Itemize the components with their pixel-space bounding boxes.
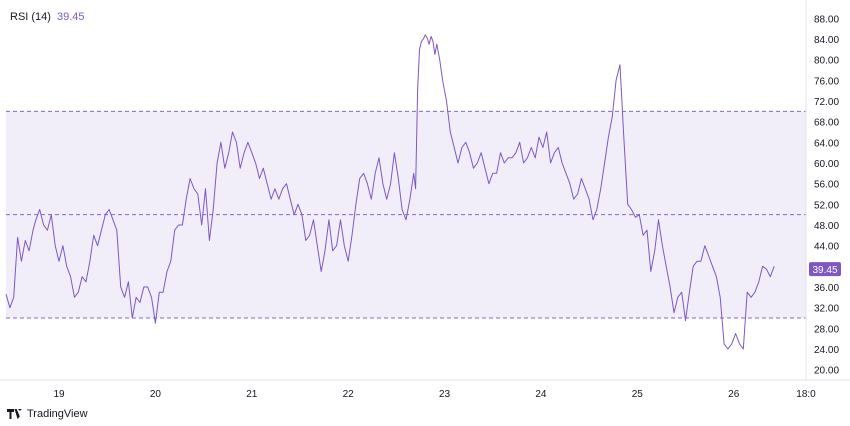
x-tick-label: 25 — [632, 389, 644, 400]
tradingview-logo-icon — [7, 409, 22, 419]
last-value-label: 39.45 — [812, 265, 837, 276]
y-tick-label: 68.00 — [814, 118, 839, 129]
y-tick-label: 88.00 — [814, 14, 839, 25]
y-tick-label: 56.00 — [814, 180, 839, 191]
indicator-name: RSI (14) — [10, 11, 51, 23]
y-tick-label: 60.00 — [814, 159, 839, 170]
x-tick-label: 24 — [535, 389, 547, 400]
x-tick-label: 26 — [728, 389, 740, 400]
indicator-legend[interactable]: RSI (14) 39.45 — [10, 11, 85, 23]
y-tick-label: 24.00 — [814, 345, 839, 356]
brand-name: TradingView — [27, 408, 88, 420]
y-tick-label: 20.00 — [814, 366, 839, 377]
indicator-value: 39.45 — [56, 11, 85, 23]
y-tick-label: 36.00 — [814, 283, 839, 294]
y-tick-label: 84.00 — [814, 35, 839, 46]
y-tick-label: 28.00 — [814, 324, 839, 335]
y-tick-label: 64.00 — [814, 138, 839, 149]
x-tick-label: 19 — [53, 389, 65, 400]
tradingview-branding[interactable]: TradingView — [7, 408, 88, 420]
y-tick-label: 72.00 — [814, 97, 839, 108]
x-tick-label: 20 — [150, 389, 162, 400]
last-value-label-bg — [809, 262, 841, 277]
x-tick-label: 23 — [439, 389, 451, 400]
y-tick-label: 44.00 — [814, 242, 839, 253]
x-tick-label: 18:0 — [796, 389, 816, 400]
y-tick-label: 48.00 — [814, 221, 839, 232]
x-tick-label: 22 — [343, 389, 355, 400]
x-tick-label: 21 — [246, 389, 258, 400]
rsi-line[interactable] — [5, 34, 775, 350]
y-tick-label: 32.00 — [814, 304, 839, 315]
y-tick-label: 52.00 — [814, 200, 839, 211]
y-tick-label: 80.00 — [814, 56, 839, 67]
y-tick-label: 76.00 — [814, 76, 839, 87]
